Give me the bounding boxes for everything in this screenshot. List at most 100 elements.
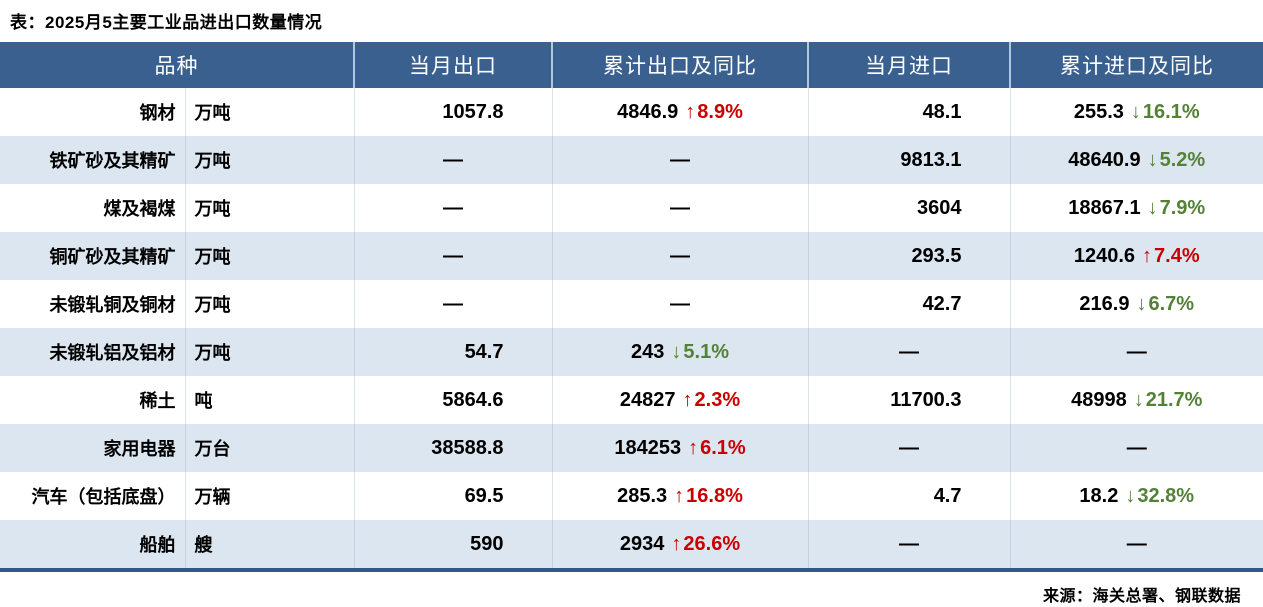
down-arrow-icon: ↓ bbox=[1130, 100, 1141, 123]
month-export-cell: 1057.8 bbox=[354, 88, 553, 136]
product-name-cell: 未锻轧铜及铜材 bbox=[0, 280, 186, 328]
cumulative-import-cell: 255.3 ↓ 16.1% bbox=[1010, 88, 1263, 136]
month-import-cell: 48.1 bbox=[808, 88, 1011, 136]
unit-cell: 万吨 bbox=[185, 280, 355, 328]
month-import-cell: — bbox=[808, 328, 1011, 376]
month-export-cell: 5864.6 bbox=[354, 376, 553, 424]
cumulative-import-cell: 216.9 ↓ 6.7% bbox=[1010, 280, 1263, 328]
month-import-cell: 11700.3 bbox=[808, 376, 1011, 424]
table-row: 铁矿砂及其精矿 万吨 — —9813.1 48640.9 ↓ 5.2% bbox=[0, 136, 1263, 184]
cumulative-import-cell: 1240.6 ↑ 7.4% bbox=[1010, 232, 1263, 280]
up-arrow-icon: ↑ bbox=[688, 436, 699, 459]
product-name-cell: 船舶 bbox=[0, 520, 186, 568]
month-import-cell: 3604 bbox=[808, 184, 1011, 232]
import-export-table: 品种 当月出口 累计出口及同比 当月进口 累计进口及同比 钢材 万吨 1057.8 4… bbox=[0, 42, 1263, 568]
table-row: 铜矿砂及其精矿 万吨 — —293.5 1240.6 ↑ 7.4% bbox=[0, 232, 1263, 280]
cumulative-value: 1240.6 bbox=[1073, 244, 1136, 267]
up-arrow-icon: ↑ bbox=[671, 532, 682, 555]
table-row: 未锻轧铝及铝材 万吨 54.7 243 ↓ 5.1% — — bbox=[0, 328, 1263, 376]
cumulative-export-cell: 184253 ↑ 6.1% bbox=[552, 424, 809, 472]
month-export-cell: — bbox=[354, 280, 553, 328]
table-row: 家用电器 万台 38588.8 184253 ↑ 6.1% — — bbox=[0, 424, 1263, 472]
down-arrow-icon: ↓ bbox=[1136, 292, 1147, 315]
month-export-cell: — bbox=[354, 136, 553, 184]
month-export-cell: 54.7 bbox=[354, 328, 553, 376]
cumulative-export-cell: 2934 ↑ 26.6% bbox=[552, 520, 809, 568]
product-name-cell: 家用电器 bbox=[0, 424, 186, 472]
yoy-percent: 2.3% bbox=[694, 388, 741, 411]
cumulative-export-cell: 24827 ↑ 2.3% bbox=[552, 376, 809, 424]
cumulative-value: 24827 bbox=[619, 388, 676, 411]
yoy-percent: 5.2% bbox=[1159, 148, 1206, 171]
yoy-percent: 32.8% bbox=[1137, 484, 1195, 507]
cumulative-import-cell: — bbox=[1010, 424, 1263, 472]
cumulative-value: 255.3 bbox=[1073, 100, 1124, 123]
cumulative-value: 2934 bbox=[619, 532, 665, 555]
cumulative-value: 18.2 bbox=[1079, 484, 1119, 507]
unit-cell: 万吨 bbox=[185, 136, 355, 184]
table-row: 汽车（包括底盘） 万辆 69.5 285.3 ↑ 16.8% 4.7 18.2 ↓ 32.8% bbox=[0, 472, 1263, 520]
month-export-cell: 38588.8 bbox=[354, 424, 553, 472]
cumulative-export-cell: — bbox=[552, 136, 809, 184]
unit-cell: 万吨 bbox=[185, 88, 355, 136]
cumulative-import-cell: 48640.9 ↓ 5.2% bbox=[1010, 136, 1263, 184]
cumulative-value: 48998 bbox=[1071, 388, 1127, 411]
down-arrow-icon: ↓ bbox=[1125, 484, 1136, 507]
page-title: 表：2025月5主要工业品进出口数量情况 bbox=[10, 13, 323, 32]
yoy-percent: 7.9% bbox=[1159, 196, 1206, 219]
month-import-cell: 42.7 bbox=[808, 280, 1011, 328]
cumulative-import-cell: 18.2 ↓ 32.8% bbox=[1010, 472, 1263, 520]
cumulative-export-cell: — bbox=[552, 184, 809, 232]
product-name-cell: 汽车（包括底盘） bbox=[0, 472, 186, 520]
month-import-cell: — bbox=[808, 424, 1011, 472]
month-import-cell: 293.5 bbox=[808, 232, 1011, 280]
table-row: 稀土吨 5864.6 24827 ↑ 2.3% 11700.3 48998 ↓ 21.7% bbox=[0, 376, 1263, 424]
cumulative-import-cell: — bbox=[1010, 328, 1263, 376]
column-header-cumulative-export: 累计出口及同比 bbox=[552, 42, 809, 88]
month-import-cell: 4.7 bbox=[808, 472, 1011, 520]
up-arrow-icon: ↑ bbox=[685, 100, 696, 123]
unit-cell: 万吨 bbox=[185, 232, 355, 280]
cumulative-value: 243 bbox=[631, 340, 665, 363]
table-bottom-rule bbox=[0, 568, 1263, 572]
cumulative-value: 4846.9 bbox=[617, 100, 679, 123]
month-export-cell: 69.5 bbox=[354, 472, 553, 520]
product-name-cell: 铁矿砂及其精矿 bbox=[0, 136, 186, 184]
cumulative-value: 18867.1 bbox=[1068, 196, 1141, 219]
yoy-percent: 26.6% bbox=[683, 532, 741, 555]
yoy-percent: 16.1% bbox=[1142, 100, 1200, 123]
cumulative-export-cell: 243 ↓ 5.1% bbox=[552, 328, 809, 376]
month-export-cell: — bbox=[354, 232, 553, 280]
yoy-percent: 5.1% bbox=[683, 340, 729, 363]
cumulative-export-cell: 4846.9 ↑ 8.9% bbox=[552, 88, 809, 136]
cumulative-export-cell: 285.3 ↑ 16.8% bbox=[552, 472, 809, 520]
month-import-cell: 9813.1 bbox=[808, 136, 1011, 184]
column-header-cumulative-import: 累计进口及同比 bbox=[1010, 42, 1263, 88]
yoy-percent: 7.4% bbox=[1154, 244, 1200, 267]
table-row: 船舶艘 590 2934 ↑ 26.6% — — bbox=[0, 520, 1263, 568]
down-arrow-icon: ↓ bbox=[1147, 148, 1158, 171]
up-arrow-icon: ↑ bbox=[674, 484, 685, 507]
up-arrow-icon: ↑ bbox=[682, 388, 693, 411]
cumulative-value: 184253 bbox=[614, 436, 682, 459]
cumulative-export-cell: — bbox=[552, 280, 809, 328]
month-export-cell: 590 bbox=[354, 520, 553, 568]
source-attribution: 来源：海关总署、钢联数据 bbox=[1042, 588, 1241, 605]
down-arrow-icon: ↓ bbox=[1147, 196, 1158, 219]
cumulative-value: 285.3 bbox=[617, 484, 668, 507]
column-header-month-export: 当月出口 bbox=[354, 42, 553, 88]
cumulative-import-cell: 18867.1 ↓ 7.9% bbox=[1010, 184, 1263, 232]
product-name-cell: 煤及褐煤 bbox=[0, 184, 186, 232]
table-row: 煤及褐煤 万吨 — —3604 18867.1 ↓ 7.9% bbox=[0, 184, 1263, 232]
cumulative-import-cell: — bbox=[1010, 520, 1263, 568]
cumulative-value: 216.9 bbox=[1079, 292, 1130, 315]
yoy-percent: 21.7% bbox=[1145, 388, 1203, 411]
unit-cell: 万吨 bbox=[185, 328, 355, 376]
unit-cell: 万吨 bbox=[185, 184, 355, 232]
yoy-percent: 6.1% bbox=[700, 436, 746, 459]
column-header-month-import: 当月进口 bbox=[808, 42, 1011, 88]
header-row: 品种 当月出口 累计出口及同比 当月进口 累计进口及同比 bbox=[0, 42, 1263, 88]
column-header-category: 品种 bbox=[0, 42, 355, 88]
product-name-cell: 稀土 bbox=[0, 376, 186, 424]
up-arrow-icon: ↑ bbox=[1142, 244, 1153, 267]
